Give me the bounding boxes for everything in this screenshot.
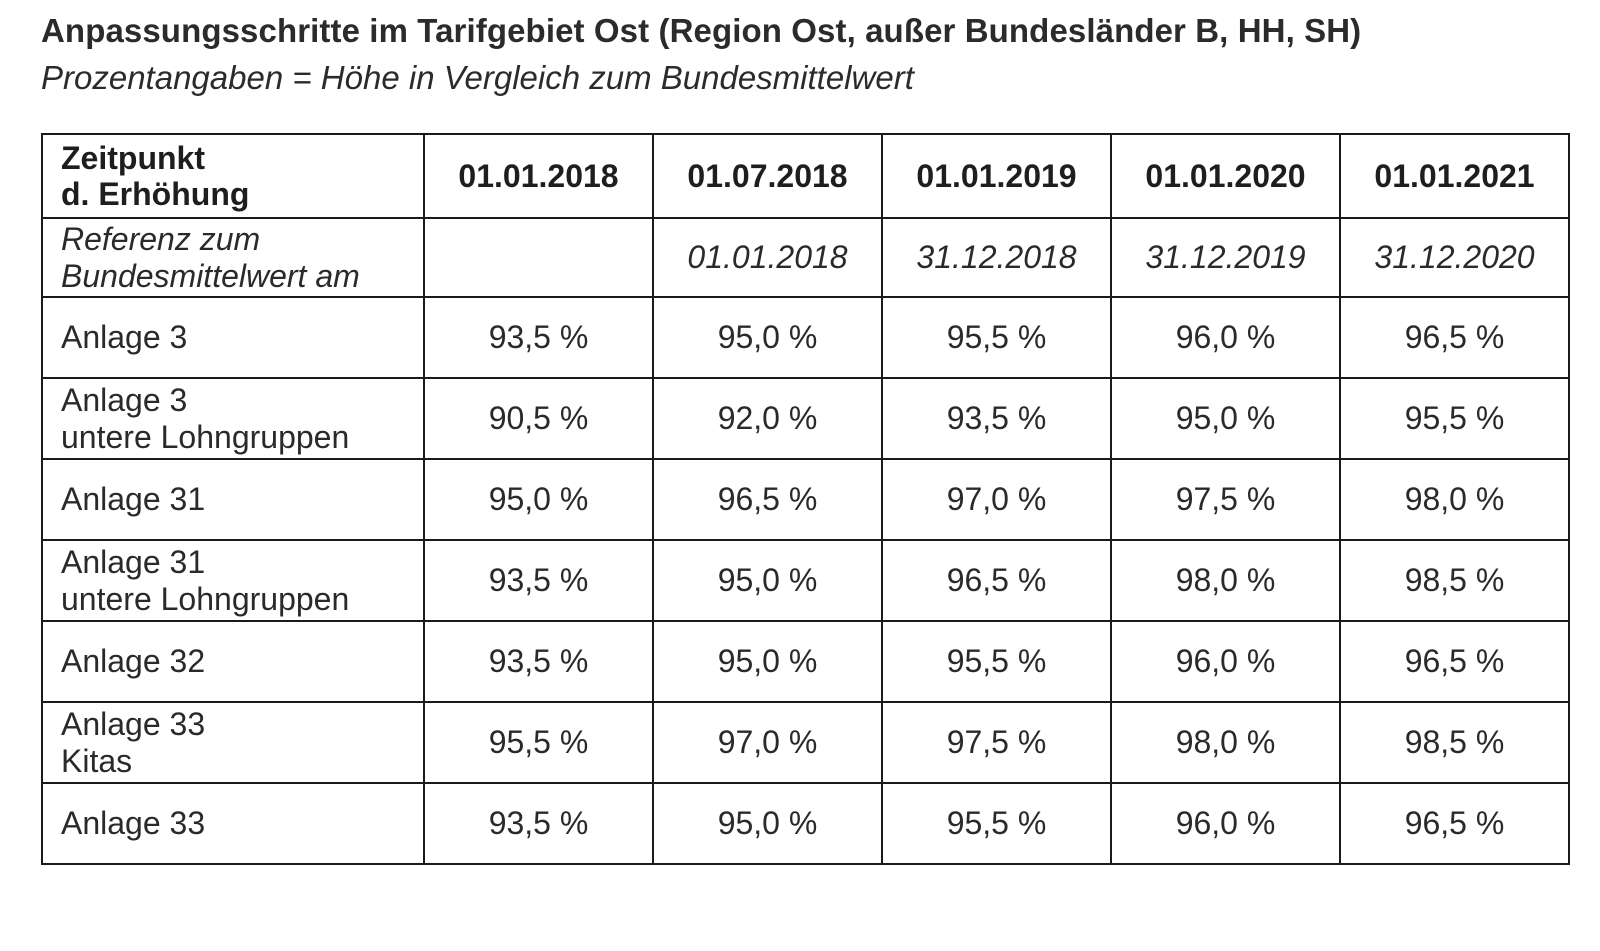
percentage-cell: 95,5 % — [881, 620, 1112, 703]
row-label: Anlage 3 — [41, 296, 425, 379]
percentage-cell: 98,0 % — [1110, 539, 1341, 622]
percentage-cell: 92,0 % — [652, 377, 883, 460]
header-date-cell: 01.01.2018 — [423, 133, 654, 219]
adjustment-table-body: Zeitpunkt d. Erhöhung 01.01.2018 01.07.2… — [41, 133, 1570, 865]
percentage-cell: 96,5 % — [1339, 782, 1570, 865]
adjustment-table: Zeitpunkt d. Erhöhung 01.01.2018 01.07.2… — [41, 133, 1570, 865]
reference-date-cell: 31.12.2018 — [881, 217, 1112, 298]
reference-row: Referenz zum Bundesmittelwert am 01.01.2… — [41, 217, 1570, 298]
percentage-cell: 95,5 % — [423, 701, 654, 784]
percentage-cell: 96,5 % — [881, 539, 1112, 622]
percentage-cell: 93,5 % — [423, 296, 654, 379]
percentage-cell: 95,5 % — [881, 296, 1112, 379]
percentage-cell: 96,5 % — [1339, 296, 1570, 379]
percentage-cell: 96,5 % — [652, 458, 883, 541]
percentage-cell: 93,5 % — [423, 782, 654, 865]
row-label: Anlage 33 Kitas — [41, 701, 425, 784]
header-date-cell: 01.01.2019 — [881, 133, 1112, 219]
header-date-cell: 01.01.2021 — [1339, 133, 1570, 219]
page-subtitle: Prozentangaben = Höhe in Vergleich zum B… — [41, 59, 914, 96]
header-date-cell: 01.07.2018 — [652, 133, 883, 219]
percentage-cell: 98,5 % — [1339, 539, 1570, 622]
percentage-cell: 95,5 % — [1339, 377, 1570, 460]
percentage-cell: 96,0 % — [1110, 296, 1341, 379]
header-label-cell: Zeitpunkt d. Erhöhung — [41, 133, 425, 219]
percentage-cell: 93,5 % — [423, 539, 654, 622]
percentage-cell: 96,0 % — [1110, 620, 1341, 703]
reference-date-cell: 31.12.2019 — [1110, 217, 1341, 298]
percentage-cell: 97,0 % — [881, 458, 1112, 541]
percentage-cell: 95,5 % — [881, 782, 1112, 865]
header-label: Zeitpunkt d. Erhöhung — [61, 140, 250, 212]
header-date-cell: 01.01.2020 — [1110, 133, 1341, 219]
reference-date-cell: 01.01.2018 — [652, 217, 883, 298]
table-row: Anlage 33 93,5 % 95,0 % 95,5 % 96,0 % 96,5 % — [41, 782, 1570, 865]
row-label: Anlage 31 untere Lohngruppen — [41, 539, 425, 622]
reference-label: Referenz zum Bundesmittelwert am — [61, 220, 360, 294]
percentage-cell: 96,0 % — [1110, 782, 1341, 865]
percentage-cell: 95,0 % — [652, 539, 883, 622]
percentage-cell: 95,0 % — [652, 620, 883, 703]
table-row: Anlage 31 untere Lohngruppen 93,5 % 95,0 %… — [41, 539, 1570, 622]
table-row: Anlage 3 untere Lohngruppen 90,5 % 92,0 % 9… — [41, 377, 1570, 460]
percentage-cell: 95,0 % — [423, 458, 654, 541]
row-label: Anlage 31 — [41, 458, 425, 541]
page-title: Anpassungsschritte im Tarifgebiet Ost (R… — [41, 12, 1362, 49]
reference-label-cell: Referenz zum Bundesmittelwert am — [41, 217, 425, 298]
percentage-cell: 97,0 % — [652, 701, 883, 784]
percentage-cell: 93,5 % — [881, 377, 1112, 460]
percentage-cell: 96,5 % — [1339, 620, 1570, 703]
percentage-cell: 95,0 % — [1110, 377, 1341, 460]
percentage-cell: 90,5 % — [423, 377, 654, 460]
reference-date-cell — [423, 217, 654, 298]
percentage-cell: 95,0 % — [652, 296, 883, 379]
percentage-cell: 98,0 % — [1110, 701, 1341, 784]
reference-date-cell: 31.12.2020 — [1339, 217, 1570, 298]
percentage-cell: 97,5 % — [1110, 458, 1341, 541]
percentage-cell: 98,0 % — [1339, 458, 1570, 541]
percentage-cell: 98,5 % — [1339, 701, 1570, 784]
row-label: Anlage 3 untere Lohngruppen — [41, 377, 425, 460]
row-label: Anlage 33 — [41, 782, 425, 865]
table-row: Anlage 3 93,5 % 95,0 % 95,5 % 96,0 % 96,5 % — [41, 296, 1570, 379]
table-row: Anlage 31 95,0 % 96,5 % 97,0 % 97,5 % 98,0 % — [41, 458, 1570, 541]
percentage-cell: 97,5 % — [881, 701, 1112, 784]
percentage-cell: 93,5 % — [423, 620, 654, 703]
table-row: Anlage 33 Kitas 95,5 % 97,0 % 97,5 % 98,0 % 9… — [41, 701, 1570, 784]
row-label: Anlage 32 — [41, 620, 425, 703]
table-header-row: Zeitpunkt d. Erhöhung 01.01.2018 01.07.2… — [41, 133, 1570, 219]
percentage-cell: 95,0 % — [652, 782, 883, 865]
table-row: Anlage 32 93,5 % 95,0 % 95,5 % 96,0 % 96,5 % — [41, 620, 1570, 703]
